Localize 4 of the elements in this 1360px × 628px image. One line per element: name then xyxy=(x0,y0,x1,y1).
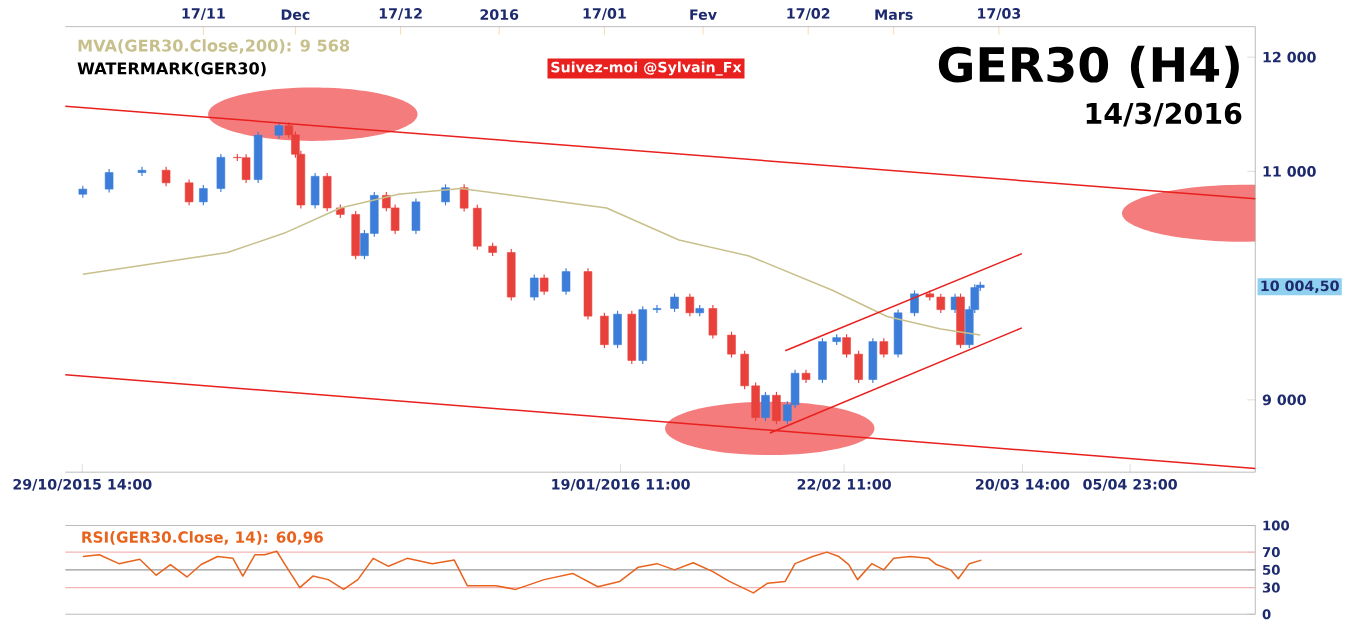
annotation: WATERMARK(GER30) xyxy=(77,62,266,77)
text: 14/3/2016 xyxy=(1086,103,1242,127)
chart-title: GER30 (H4) xyxy=(938,46,1239,89)
text: MVA(GER30.Close,200): 9 568 xyxy=(78,39,350,55)
